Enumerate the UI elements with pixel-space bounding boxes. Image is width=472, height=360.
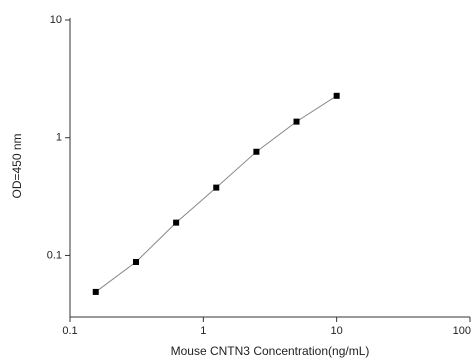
y-tick-label: 0.1	[47, 249, 62, 261]
x-tick-label: 1	[200, 325, 206, 337]
x-tick-label: 0.1	[62, 325, 77, 337]
point	[213, 184, 220, 191]
point	[132, 258, 139, 265]
x-tick-label: 10	[331, 325, 343, 337]
point	[253, 148, 260, 155]
x-tick-label: 100	[453, 325, 471, 337]
point	[173, 219, 180, 226]
point	[92, 288, 99, 295]
y-tick-label: 10	[50, 14, 62, 26]
y-tick-label: 1	[56, 132, 62, 144]
point	[333, 92, 340, 99]
y-axis-title: OD=450 nm	[10, 133, 24, 198]
point	[293, 118, 300, 125]
x-axis-title: Mouse CNTN3 Concentration(ng/mL)	[171, 344, 370, 358]
curve	[95, 95, 337, 293]
